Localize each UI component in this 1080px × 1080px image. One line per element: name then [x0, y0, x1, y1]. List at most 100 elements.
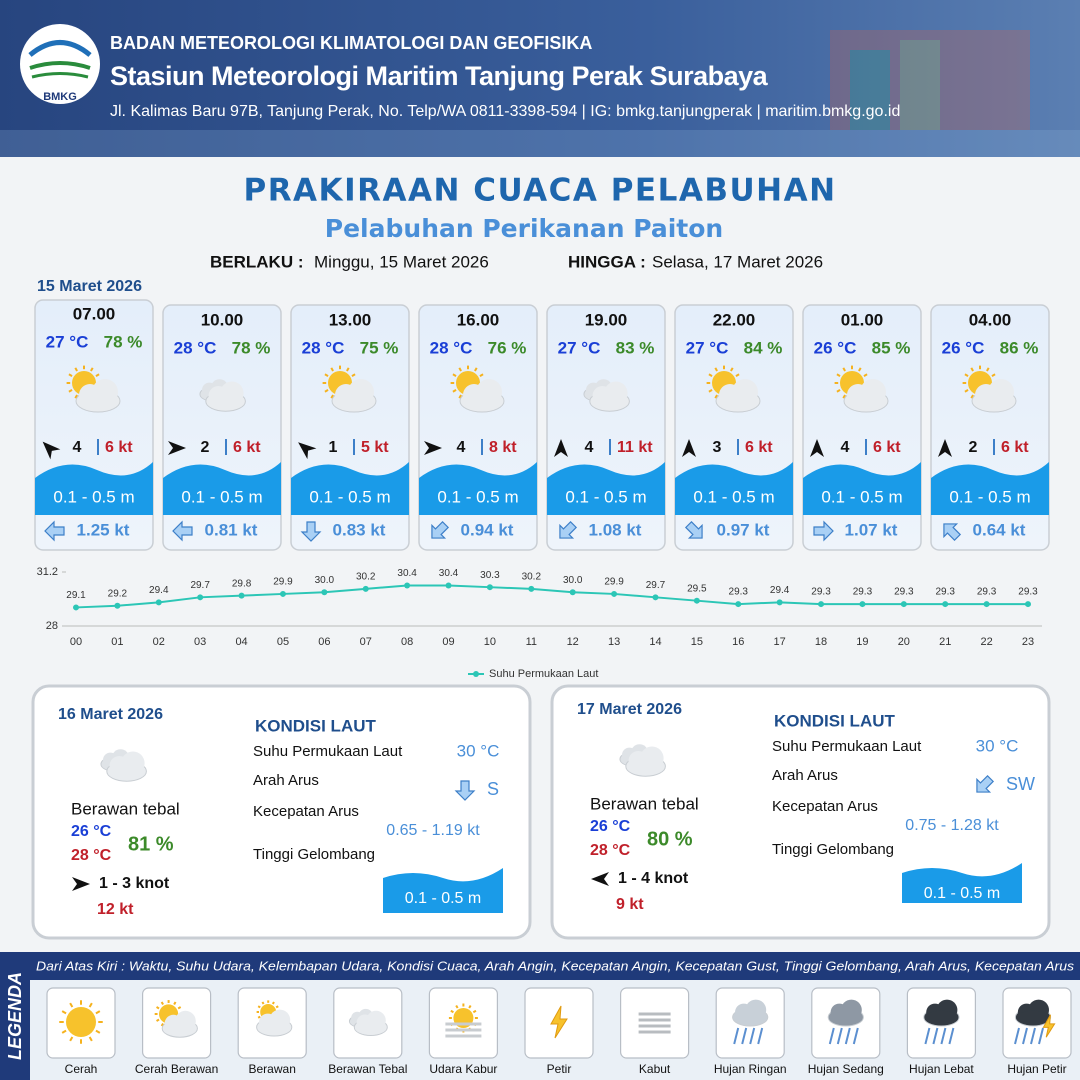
data-label: 30.4 — [397, 568, 417, 579]
x-tick-label: 06 — [318, 636, 330, 648]
wave-band — [902, 863, 1022, 903]
wave-height: 0.1 - 0.5 m — [53, 487, 134, 506]
legend-label: Suhu Permukaan Laut — [489, 668, 598, 680]
sun-ray — [346, 367, 350, 372]
data-label: 29.1 — [66, 590, 86, 601]
data-label: 29.4 — [770, 585, 790, 596]
sun-icon — [59, 1000, 103, 1044]
cloud-icon — [843, 379, 889, 413]
current-speed: 0.64 kt — [973, 520, 1026, 539]
sun-ray — [324, 389, 329, 393]
legend-item-label: Hujan Sedang — [808, 1062, 884, 1076]
wave-height: 0.1 - 0.5 m — [565, 487, 646, 506]
data-label: 29.3 — [894, 587, 914, 598]
sea-label: Tinggi Gelombang — [772, 841, 894, 858]
rain-drop — [828, 1027, 835, 1045]
sun-ray — [156, 1018, 160, 1022]
rain-drop — [757, 1027, 764, 1045]
sun-ray — [95, 373, 100, 377]
cloud-icon — [971, 379, 1017, 413]
gust: 12 kt — [97, 901, 134, 918]
wave-height: 0.1 - 0.5 m — [309, 487, 390, 506]
forecast-temp: 27 °C — [558, 338, 601, 357]
wave-band — [163, 462, 281, 515]
current-speed: 0.75 - 1.28 kt — [905, 817, 999, 834]
wind-range: 1 - 4 knot — [618, 870, 689, 887]
sea-label: Arah Arus — [772, 767, 838, 784]
data-label: 29.5 — [687, 583, 707, 594]
data-label: 30.2 — [522, 572, 542, 583]
agency-name: BADAN METEOROLOGI KLIMATOLOGI DAN GEOFIS… — [110, 33, 592, 53]
cloud-part — [973, 393, 1015, 411]
wind-speed: 4 — [73, 439, 82, 456]
sea-label: Suhu Permukaan Laut — [253, 743, 403, 760]
temp-min: 26 °C — [590, 818, 631, 835]
sun-ray — [69, 1036, 74, 1042]
rain-drop — [948, 1027, 955, 1045]
sst-point — [983, 601, 990, 608]
wave-band — [291, 462, 409, 515]
wind-speed: 4 — [585, 439, 594, 456]
cloud-icon — [1014, 999, 1052, 1027]
temp-max: 28 °C — [71, 847, 112, 864]
sea-label: Arah Arus — [253, 772, 319, 789]
wind-arrow — [810, 439, 824, 457]
wind-speed: 4 — [841, 439, 850, 456]
data-label: 29.4 — [149, 585, 169, 596]
data-label: 29.7 — [190, 580, 210, 591]
sun-ray — [88, 1002, 93, 1008]
sst-point — [776, 599, 783, 606]
sun-ray — [863, 373, 868, 377]
sun-ray — [74, 367, 78, 372]
humidity: 80 % — [647, 828, 693, 850]
rain-drop — [1038, 1027, 1044, 1045]
wind-arrow — [938, 439, 952, 457]
wave-band — [931, 462, 1049, 515]
rain-drop — [1030, 1027, 1036, 1045]
wave-height: 0.1 - 0.5 m — [405, 890, 481, 907]
y-tick-label: 28 — [46, 620, 58, 632]
wave-height: 0.1 - 0.5 m — [437, 487, 518, 506]
cloud-icon — [161, 1010, 198, 1038]
sea-label: Suhu Permukaan Laut — [772, 738, 922, 755]
forecast-time: 22.00 — [713, 310, 756, 329]
data-label: 29.3 — [977, 587, 997, 598]
forecast-temp: 27 °C — [46, 332, 89, 351]
data-label: 29.9 — [604, 577, 624, 588]
validity-date: Minggu, 15 Maret 2026 — [314, 252, 489, 271]
legend-bar — [28, 952, 1080, 980]
wave-band — [675, 462, 793, 515]
forecast-temp: 28 °C — [430, 338, 473, 357]
sun-ray — [836, 373, 841, 377]
forecast-humidity: 76 % — [488, 338, 527, 357]
cloud-icon — [205, 381, 246, 412]
sst-point — [238, 592, 245, 599]
current-arrow — [976, 774, 995, 793]
cloud-icon — [827, 999, 864, 1027]
sun-ray — [708, 389, 713, 393]
data-label: 30.4 — [439, 568, 459, 579]
sst-point — [528, 585, 535, 592]
wind-arrow — [298, 442, 317, 460]
cloud-icon — [331, 379, 377, 413]
legend-item-label: Kabut — [639, 1062, 671, 1076]
sst-point — [362, 585, 369, 592]
sst-point — [611, 590, 618, 597]
cloud-part — [733, 1010, 767, 1026]
forecast-humidity: 86 % — [1000, 338, 1039, 357]
forecast-time: 01.00 — [841, 310, 884, 329]
logo-arc — [28, 40, 92, 57]
legend-item-label: Hujan Ringan — [714, 1062, 787, 1076]
sea-title: KONDISI LAUT — [774, 711, 896, 730]
condition: Berawan tebal — [590, 794, 699, 813]
gust-speed: 6 kt — [105, 439, 133, 456]
sun-ray — [177, 1006, 182, 1010]
sun-ray — [714, 394, 718, 399]
cloud-part — [717, 393, 759, 411]
sst-point — [859, 601, 866, 608]
wind-speed: 1 — [329, 439, 338, 456]
cloud-part — [107, 764, 146, 781]
sun-ray — [991, 373, 996, 377]
rain-drop — [924, 1027, 931, 1045]
sun-ray — [261, 1001, 265, 1005]
